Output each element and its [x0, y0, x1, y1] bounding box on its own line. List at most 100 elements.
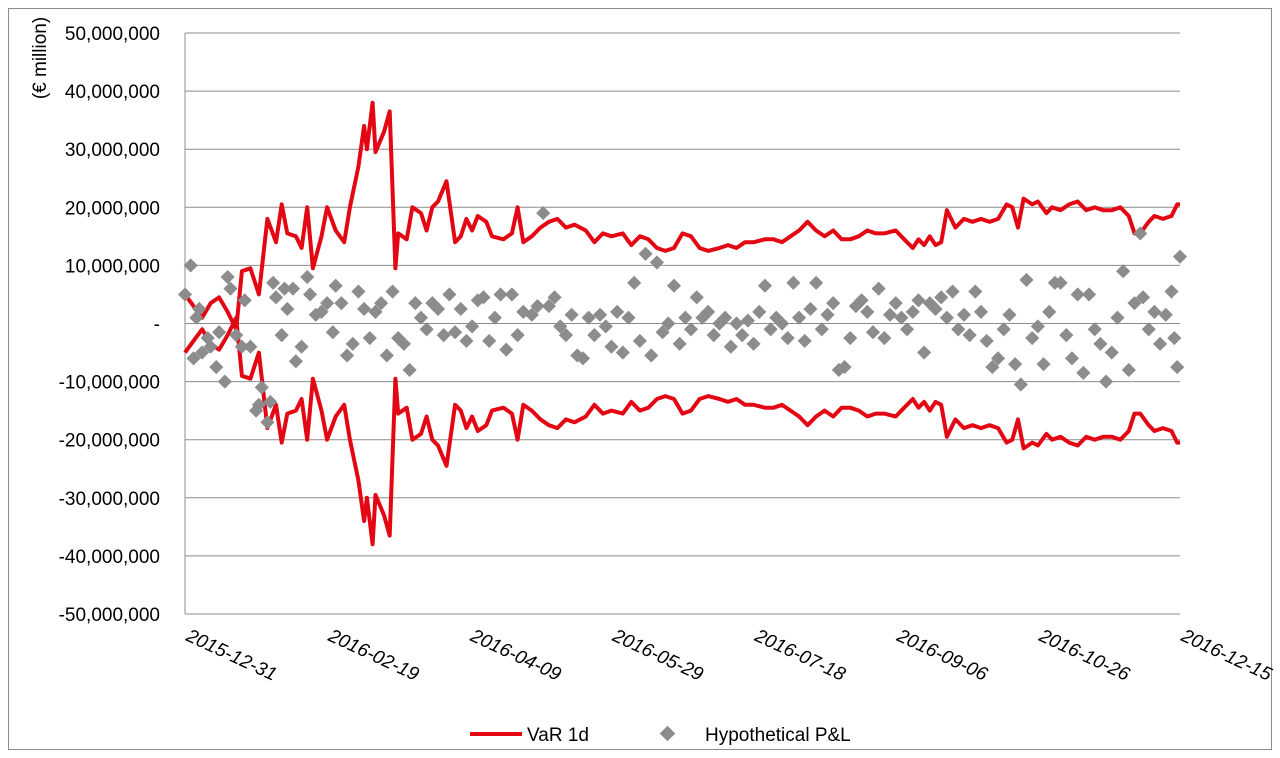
pl-point-126 [843, 330, 858, 346]
pl-point-13 [229, 328, 244, 343]
pl-point-130 [865, 325, 881, 340]
pl-point-81 [587, 328, 602, 343]
pl-point-40 [351, 284, 366, 299]
pl-point-88 [627, 275, 642, 290]
pl-point-44 [374, 296, 389, 311]
pl-point-160 [1036, 357, 1051, 372]
pl-point-145 [951, 322, 966, 337]
legend-pl-label: Hypothetical P&L [705, 725, 851, 746]
pl-point-7 [203, 339, 218, 354]
pl-point-71 [530, 298, 545, 314]
pl-point-89 [632, 333, 647, 349]
pl-point-23 [268, 290, 284, 305]
pl-point-185 [1170, 360, 1185, 375]
var-1d-lower-line [183, 315, 1180, 547]
pl-point-138 [911, 293, 926, 308]
pl-point-93 [655, 325, 670, 340]
pl-point-12 [223, 281, 238, 296]
pl-point-45 [379, 348, 394, 363]
pl-point-5 [194, 345, 210, 360]
pl-point-171 [1099, 374, 1114, 389]
legend-var-label: VaR 1d [527, 725, 589, 746]
pl-point-169 [1087, 322, 1102, 337]
pl-point-43 [368, 304, 383, 319]
pl-point-11 [220, 269, 235, 285]
pl-point-24 [274, 328, 289, 343]
pl-point-116 [786, 275, 801, 290]
pl-point-0 [177, 287, 193, 302]
pl-point-19 [254, 380, 269, 395]
pl-point-99 [689, 290, 704, 305]
pl-point-48 [396, 336, 411, 351]
y-tick-label-8: -30,000,000 [59, 489, 160, 510]
pl-point-154 [1002, 307, 1017, 322]
pl-point-42 [362, 330, 377, 346]
y-tick-label-9: -40,000,000 [59, 547, 160, 568]
pl-point-110 [752, 304, 767, 319]
y-tick-label-5: - [154, 315, 160, 336]
pl-point-76 [558, 328, 574, 343]
pl-point-155 [1008, 357, 1023, 372]
pl-point-108 [740, 313, 755, 328]
pl-point-122 [820, 307, 835, 322]
pl-point-134 [888, 296, 903, 311]
pl-point-109 [746, 336, 761, 351]
pl-point-68 [510, 328, 525, 343]
pl-point-20 [260, 415, 275, 430]
pl-point-139 [917, 345, 932, 360]
pl-point-104 [718, 310, 733, 325]
pl-point-146 [956, 307, 972, 322]
pl-point-165 [1064, 351, 1080, 366]
pl-point-184 [1167, 330, 1182, 346]
y-tick-label-2: 30,000,000 [65, 140, 160, 161]
pl-point-77 [564, 307, 579, 322]
pl-point-82 [592, 307, 608, 322]
pl-point-85 [610, 304, 625, 319]
pl-point-167 [1076, 365, 1091, 380]
pl-point-183 [1164, 284, 1179, 299]
pl-point-147 [962, 328, 977, 343]
pl-point-8 [209, 360, 224, 375]
pl-point-121 [814, 322, 829, 337]
x-tick-label-7: 2016-12-15 [1177, 625, 1275, 686]
pl-point-119 [803, 301, 818, 317]
pl-point-182 [1158, 307, 1173, 322]
pl-point-10 [217, 374, 232, 389]
pl-point-59 [459, 333, 474, 349]
pl-point-46 [385, 284, 400, 299]
pl-point-161 [1042, 304, 1057, 319]
pl-point-101 [701, 304, 716, 319]
x-tick-label-3: 2016-05-29 [608, 625, 706, 686]
hypothetical-pl-points [177, 206, 1188, 430]
pl-point-177 [1133, 226, 1148, 241]
pl-point-150 [979, 333, 994, 349]
pl-point-4 [192, 301, 207, 317]
pl-point-106 [729, 316, 744, 331]
pl-point-153 [996, 322, 1011, 337]
pl-point-35 [325, 325, 340, 340]
x-tick-label-1: 2016-02-19 [324, 625, 422, 686]
pl-point-38 [339, 348, 355, 363]
pl-point-18 [251, 397, 266, 412]
pl-point-186 [1172, 249, 1188, 264]
x-tick-label-6: 2016-10-26 [1035, 625, 1133, 686]
pl-point-58 [453, 301, 468, 317]
pl-point-36 [328, 278, 343, 293]
pl-point-64 [487, 310, 502, 325]
pl-point-159 [1030, 319, 1045, 334]
pl-point-28 [288, 354, 303, 369]
x-tick-labels: 2015-12-31 2016-02-19 2016-04-09 2016-05-29… [182, 625, 1275, 686]
pl-point-158 [1025, 330, 1040, 346]
pl-point-164 [1059, 328, 1074, 343]
pl-point-21 [263, 394, 278, 410]
pl-point-114 [774, 316, 790, 331]
pl-point-33 [314, 304, 329, 319]
pl-point-87 [621, 310, 636, 325]
pl-point-97 [678, 310, 693, 325]
pl-point-173 [1110, 310, 1125, 325]
pl-point-1 [183, 258, 198, 273]
legend: VaR 1d Hypothetical P&L [470, 725, 851, 746]
pl-point-163 [1053, 275, 1068, 290]
pl-point-168 [1081, 287, 1097, 302]
